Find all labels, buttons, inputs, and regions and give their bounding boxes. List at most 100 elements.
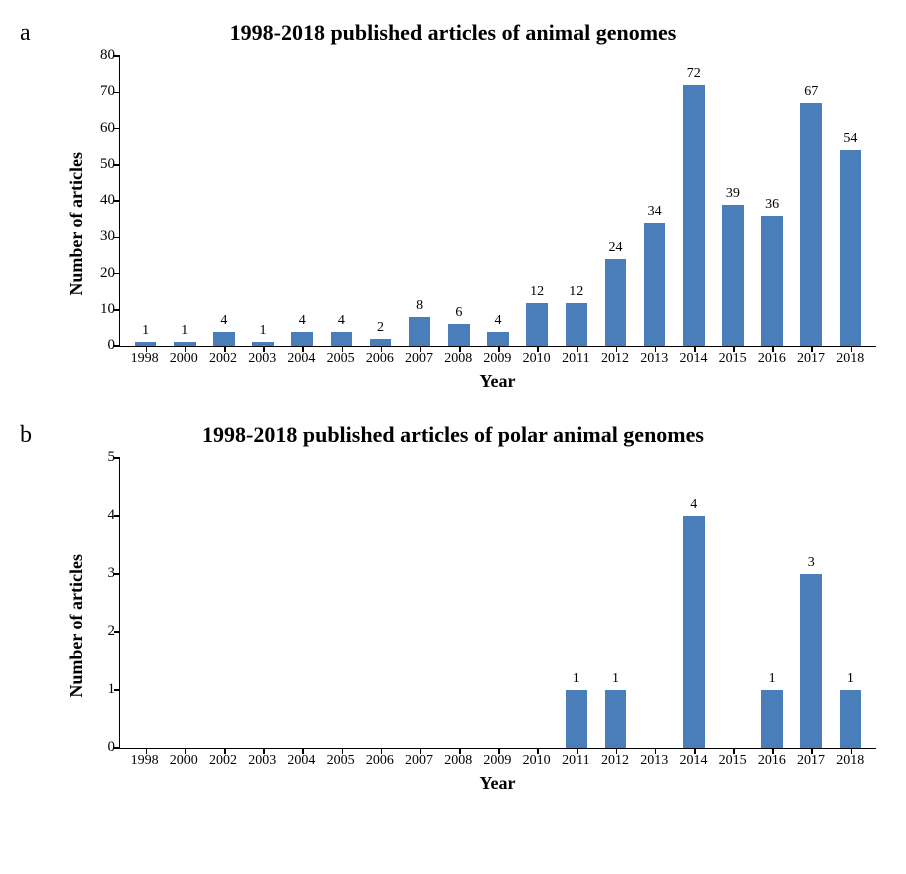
bar [370,339,392,346]
x-tick-label: 2015 [713,351,752,367]
x-tick-mark [224,346,226,352]
x-tick-label: 2003 [243,351,282,367]
bar-slot: 12 [557,285,596,347]
y-tick-mark [114,631,120,633]
bar-value-label: 4 [690,498,697,514]
x-tick-mark [733,346,735,352]
bar-value-label: 2 [377,321,384,337]
y-tick-mark [114,515,120,517]
bar-value-label: 72 [687,67,701,83]
x-tick-mark [420,748,422,754]
y-tick-label: 50 [100,156,115,173]
bar-slot [361,730,400,748]
bar-slot: 1 [165,324,204,346]
x-tick-mark [185,346,187,352]
x-tick-label: 2018 [831,351,870,367]
x-tick-mark [537,748,539,754]
bar [840,690,862,748]
x-tick-label: 2018 [831,753,870,769]
bar [840,150,862,346]
y-tick-label: 80 [100,47,115,64]
x-tick-mark [655,346,657,352]
x-tick-mark [851,346,853,352]
bar-slot: 39 [713,187,752,346]
bar [213,332,235,347]
x-tick-label: 2010 [517,753,556,769]
x-tick-label: 2012 [595,351,634,367]
x-tick-mark [537,346,539,352]
x-tick-label: 1998 [125,351,164,367]
bar-slot: 36 [753,198,792,347]
bar-value-label: 1 [573,672,580,688]
panel-b: b 1998-2018 published articles of polar … [30,422,876,794]
x-tick-label: 2017 [791,753,830,769]
bar-value-label: 67 [804,85,818,101]
x-tick-mark [342,346,344,352]
bar-slot: 34 [635,205,674,346]
bar-value-label: 36 [765,198,779,214]
bar-value-label: 8 [416,299,423,315]
bar-value-label: 1 [769,672,776,688]
x-tick-label: 2011 [556,753,595,769]
bar [605,259,627,346]
chart-b-plot-area: 114131 [119,458,876,749]
chart-b-xticks: 1998200020022003200420052006200720082009… [119,753,876,769]
x-tick-label: 2005 [321,351,360,367]
bar-slot: 67 [792,85,831,346]
chart-b-yticks: 012345 [87,458,119,748]
x-tick-label: 2004 [282,753,321,769]
x-tick-label: 2004 [282,351,321,367]
bar [800,574,822,748]
bar [331,332,353,347]
x-tick-mark [459,346,461,352]
chart-b-ylabel: Number of articles [60,554,87,698]
bar-value-label: 4 [299,314,306,330]
x-tick-label: 2014 [674,753,713,769]
bar [800,103,822,346]
bar-slot: 4 [478,314,517,347]
y-tick-mark [114,309,120,311]
y-tick-mark [114,573,120,575]
chart-b-plot-col: 114131 199820002002200320042005200620072… [119,458,876,794]
x-tick-mark [224,748,226,754]
x-tick-mark [342,748,344,754]
x-tick-label: 2009 [478,351,517,367]
bar-value-label: 54 [843,132,857,148]
x-tick-mark [694,748,696,754]
x-tick-label: 2008 [439,351,478,367]
x-tick-label: 2000 [164,351,203,367]
x-tick-mark [733,748,735,754]
x-tick-mark [694,346,696,352]
bar [644,223,666,346]
x-tick-mark [498,748,500,754]
x-tick-mark [263,748,265,754]
x-tick-label: 2011 [556,351,595,367]
x-tick-label: 2007 [399,351,438,367]
chart-a-ylabel: Number of articles [60,152,87,296]
bar-slot [243,730,282,748]
bar-slot: 24 [596,241,635,346]
bar-slot: 4 [283,314,322,347]
bar-slot [439,730,478,748]
x-tick-mark [811,748,813,754]
y-tick-label: 60 [100,120,115,137]
bar-value-label: 24 [608,241,622,257]
x-tick-label: 2010 [517,351,556,367]
bar [487,332,509,347]
chart-a-plot-col: 1141442864121224347239366754 19982000200… [119,56,876,392]
bar [761,216,783,347]
y-tick-label: 40 [100,192,115,209]
x-tick-label: 2002 [203,351,242,367]
bar-slot: 54 [831,132,870,346]
panel-letter-b: b [20,422,32,449]
y-tick-mark [114,747,120,749]
bar-value-label: 1 [181,324,188,340]
bar [291,332,313,347]
bar-slot: 4 [204,314,243,347]
bar-value-label: 1 [847,672,854,688]
y-tick-label: 10 [100,301,115,318]
x-tick-mark [577,748,579,754]
x-tick-label: 2008 [439,753,478,769]
x-tick-label: 2016 [752,351,791,367]
bar-slot: 1 [753,672,792,748]
